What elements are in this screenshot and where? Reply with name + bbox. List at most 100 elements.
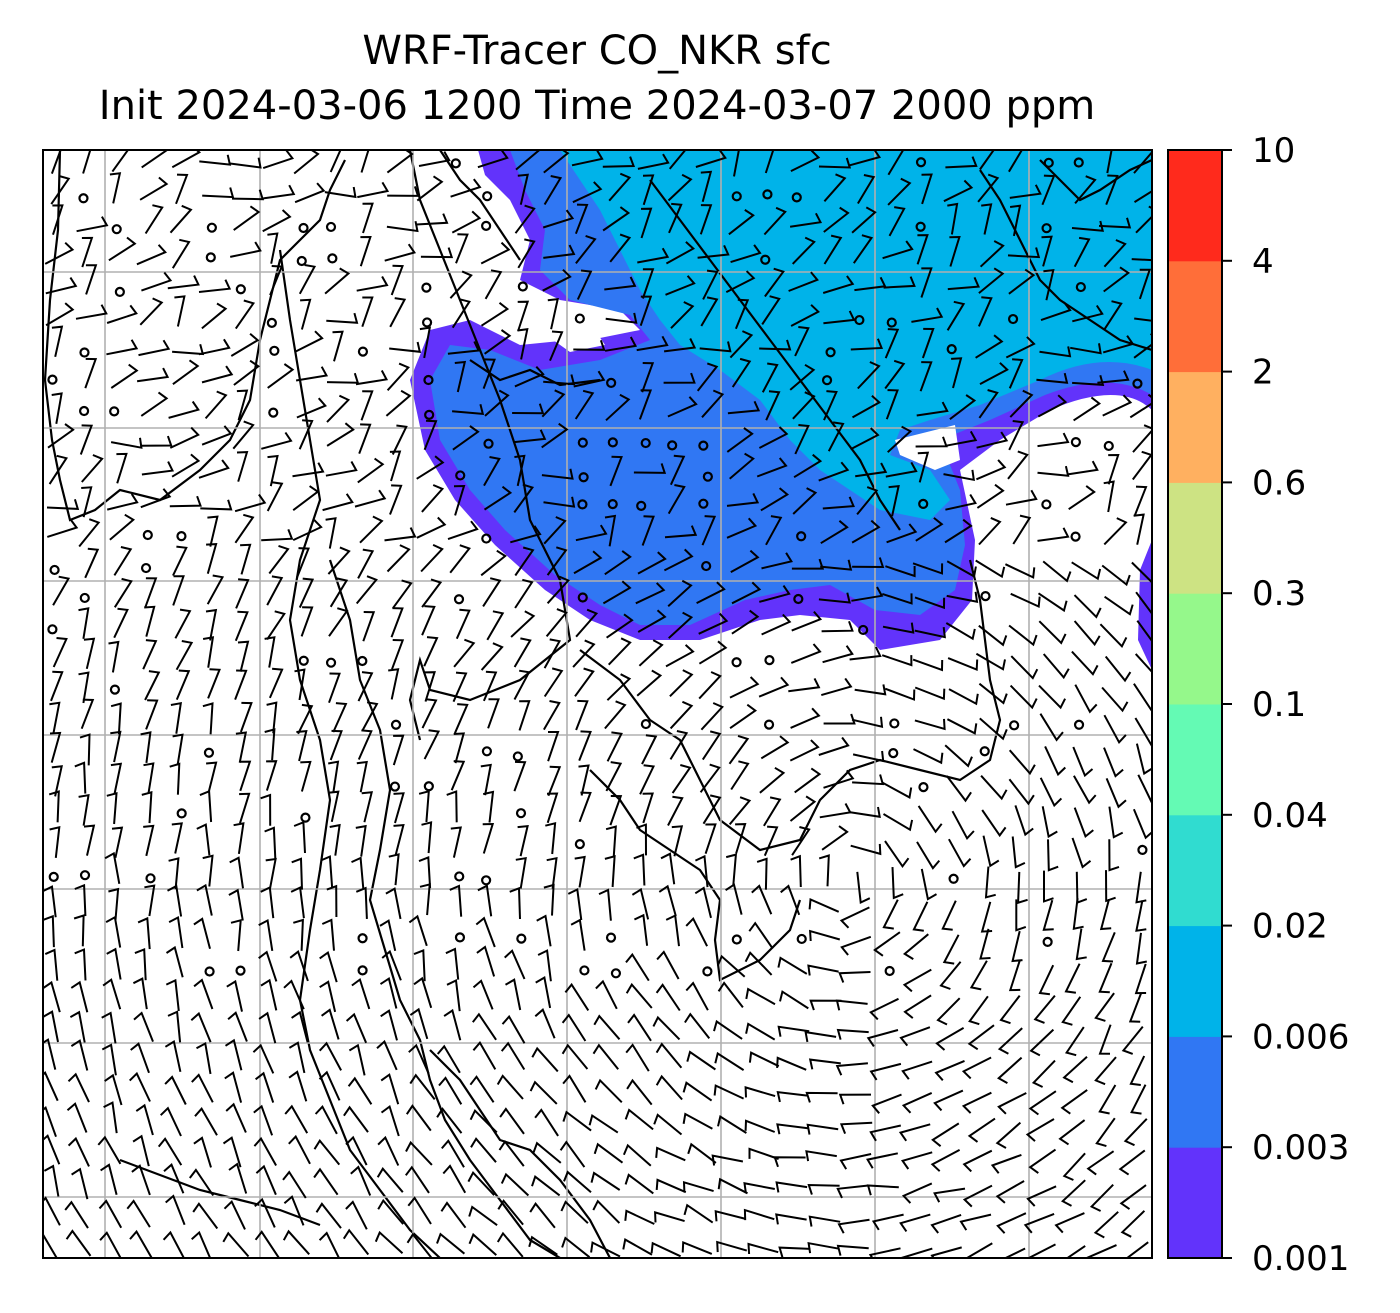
wind-barb <box>517 824 529 857</box>
wind-barb <box>78 793 90 826</box>
wind-barb <box>487 698 500 729</box>
wind-barb <box>665 914 680 947</box>
wind-barb <box>726 492 760 507</box>
calm-wind-marker <box>1009 720 1020 731</box>
wind-barb <box>484 389 510 417</box>
wind-barb <box>534 1008 556 1039</box>
wind-barb <box>664 525 698 539</box>
wind-barb <box>452 671 468 703</box>
wind-barb <box>595 979 618 1010</box>
wind-barb <box>165 945 184 978</box>
calm-wind-marker <box>918 498 929 509</box>
wind-barb <box>43 980 61 1013</box>
wind-barb <box>138 339 171 357</box>
wind-barb <box>1105 778 1127 809</box>
wind-barb <box>78 671 90 704</box>
wind-barb <box>541 468 574 480</box>
wind-barb <box>951 810 975 841</box>
calm-wind-marker <box>512 751 523 762</box>
wind-barb <box>835 1062 868 1076</box>
wind-barb <box>162 1230 185 1258</box>
wind-barb <box>685 916 708 947</box>
wind-barb <box>500 1041 526 1071</box>
wind-barb <box>886 523 918 544</box>
wind-barb <box>198 459 230 479</box>
wind-barb <box>1026 1243 1056 1258</box>
wind-barb <box>445 947 460 980</box>
wind-barb <box>850 338 884 351</box>
wind-barb <box>157 1137 183 1166</box>
wind-barb <box>482 822 495 854</box>
wind-barb <box>809 999 842 1011</box>
wind-barb <box>793 453 823 479</box>
wind-barb <box>731 357 752 388</box>
wind-barb <box>255 1164 277 1196</box>
wind-barb <box>313 1167 339 1196</box>
wind-barb <box>224 1038 243 1071</box>
wind-barb <box>385 389 412 417</box>
wind-barb <box>446 978 461 1012</box>
wind-barb <box>588 1113 619 1134</box>
calm-wind-marker <box>142 529 153 541</box>
wind-barb <box>234 299 256 330</box>
calm-wind-marker <box>357 655 368 667</box>
wind-barb <box>67 1136 90 1167</box>
wind-barb <box>1003 1247 1026 1258</box>
wind-barb <box>756 457 788 478</box>
wind-barb <box>50 150 62 174</box>
wind-barb <box>164 1075 187 1105</box>
wind-barb <box>229 856 244 889</box>
wind-barb <box>698 671 722 700</box>
calm-wind-marker <box>327 253 338 264</box>
wind-barb <box>294 330 324 353</box>
wind-barb <box>763 206 787 236</box>
wind-barb <box>66 1102 88 1133</box>
wind-barb <box>48 790 60 823</box>
wind-barb <box>1071 650 1099 676</box>
wind-barb <box>423 419 438 451</box>
wind-barb <box>356 760 368 793</box>
wind-barb <box>916 841 941 870</box>
wind-barb <box>295 366 329 382</box>
wind-barb <box>362 202 374 234</box>
wind-barb <box>1105 870 1116 903</box>
wind-barb <box>322 493 354 512</box>
wind-barb <box>882 622 915 634</box>
wind-barb <box>1010 592 1041 608</box>
wind-barb <box>231 189 265 201</box>
wind-barb <box>1135 743 1152 776</box>
wind-barb <box>1098 217 1132 229</box>
wind-barb <box>199 154 232 166</box>
wind-barb <box>191 1073 214 1103</box>
wind-barb <box>455 233 469 264</box>
wind-barb <box>407 1196 432 1225</box>
wind-barb <box>1073 620 1101 647</box>
wind-barb <box>106 304 138 324</box>
wind-barb <box>578 791 592 823</box>
calm-wind-marker <box>605 932 617 943</box>
wind-barb <box>979 240 1005 268</box>
colorbar-segment <box>1168 925 1222 1037</box>
wind-barb <box>449 544 471 574</box>
wind-barb <box>751 884 773 915</box>
wind-barb <box>296 397 327 419</box>
calm-wind-marker <box>889 718 900 729</box>
wind-barb <box>791 558 825 570</box>
wind-barb <box>504 949 526 980</box>
wind-barb <box>345 1135 368 1166</box>
wind-barb <box>108 640 120 673</box>
wind-barb <box>1037 527 1070 542</box>
wind-barb <box>978 624 1008 647</box>
wind-barb <box>744 1086 776 1098</box>
wind-barb <box>482 577 502 607</box>
wind-barb <box>788 677 821 693</box>
plume-band-0.006-0.02 <box>560 150 1152 520</box>
wind-barb <box>228 1162 248 1194</box>
wind-barb <box>915 517 944 542</box>
wind-barb <box>857 361 881 390</box>
wind-barb <box>1098 1024 1112 1055</box>
wind-barb <box>702 269 719 300</box>
calm-wind-marker <box>979 746 990 757</box>
wind-barb <box>976 459 1007 481</box>
wind-barb <box>475 916 496 948</box>
